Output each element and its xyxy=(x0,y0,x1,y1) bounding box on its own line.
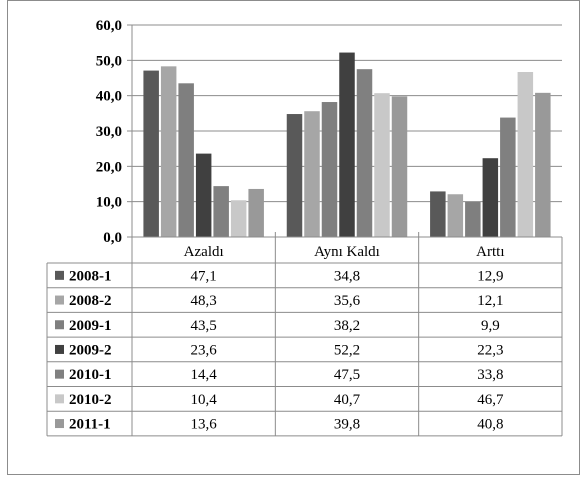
data-label: 10,4 xyxy=(191,392,218,408)
bar-2011-1-0 xyxy=(248,188,264,237)
series-label: 2010-1 xyxy=(69,367,112,383)
bar-2010-1-0 xyxy=(213,186,229,237)
data-label: 14,4 xyxy=(191,367,218,383)
bar-2008-1-2 xyxy=(430,191,446,237)
bar-2009-2-2 xyxy=(482,158,499,237)
series-label: 2011-1 xyxy=(69,417,111,433)
data-label: 22,3 xyxy=(477,342,503,358)
y-tick-label: 20,0 xyxy=(96,159,122,175)
legend-key-2009-2 xyxy=(55,344,64,354)
bar-2010-2-1 xyxy=(374,93,390,238)
data-label: 35,6 xyxy=(334,293,361,309)
bar-2010-2-0 xyxy=(230,200,247,237)
legend-key-2011-1 xyxy=(55,419,64,429)
category-label: Arttı xyxy=(476,244,504,260)
bar-2010-1-2 xyxy=(500,117,516,237)
data-label: 23,6 xyxy=(191,342,218,358)
data-label: 46,7 xyxy=(477,392,504,408)
legend-key-2010-1 xyxy=(55,369,64,379)
data-label: 40,8 xyxy=(477,417,503,433)
bar-2011-1-2 xyxy=(535,92,551,237)
data-label: 12,9 xyxy=(477,268,503,284)
bar-2009-1-2 xyxy=(465,202,481,237)
y-tick-label: 30,0 xyxy=(96,124,122,140)
y-tick-label: 0,0 xyxy=(103,230,122,246)
y-tick-label: 50,0 xyxy=(96,53,122,69)
bar-2008-2-1 xyxy=(304,111,320,237)
data-label: 38,2 xyxy=(334,318,360,334)
legend-key-2008-2 xyxy=(55,295,64,305)
bar-2011-1-1 xyxy=(391,96,408,237)
category-label: Azaldı xyxy=(184,244,224,260)
series-label: 2008-2 xyxy=(69,293,112,309)
data-label: 47,5 xyxy=(334,367,360,383)
series-label: 2010-2 xyxy=(69,392,112,408)
data-label: 48,3 xyxy=(191,293,217,309)
bar-2008-1-0 xyxy=(143,70,159,237)
data-label: 47,1 xyxy=(191,268,217,284)
bar-2009-2-1 xyxy=(339,52,355,238)
data-label: 9,9 xyxy=(481,318,500,334)
data-label: 12,1 xyxy=(477,293,503,309)
series-label: 2008-1 xyxy=(69,268,112,284)
data-label: 34,8 xyxy=(334,268,360,284)
series-label: 2009-1 xyxy=(69,318,112,334)
series-label: 2009-2 xyxy=(69,342,112,358)
data-label: 33,8 xyxy=(477,367,503,383)
legend-key-2009-1 xyxy=(55,320,64,330)
bar-2008-2-0 xyxy=(160,66,177,237)
data-label: 39,8 xyxy=(334,417,360,433)
bar-2009-2-0 xyxy=(195,153,212,237)
bar-2010-2-2 xyxy=(517,71,534,237)
category-label: Aynı Kaldı xyxy=(314,244,380,260)
data-label: 40,7 xyxy=(334,392,361,408)
bar-2009-1-0 xyxy=(178,83,194,237)
bar-2008-1-1 xyxy=(286,114,303,237)
data-label: 43,5 xyxy=(191,318,217,334)
data-label: 52,2 xyxy=(334,342,360,358)
bar-2008-2-2 xyxy=(447,194,464,237)
y-tick-label: 10,0 xyxy=(96,195,122,211)
y-tick-label: 40,0 xyxy=(96,89,122,105)
legend-key-2010-2 xyxy=(55,394,64,404)
y-tick-label: 60,0 xyxy=(96,18,122,34)
bar-2009-1-1 xyxy=(321,102,338,237)
data-label: 13,6 xyxy=(191,417,218,433)
bar-2010-1-1 xyxy=(356,69,373,238)
legend-key-2008-1 xyxy=(55,270,64,280)
